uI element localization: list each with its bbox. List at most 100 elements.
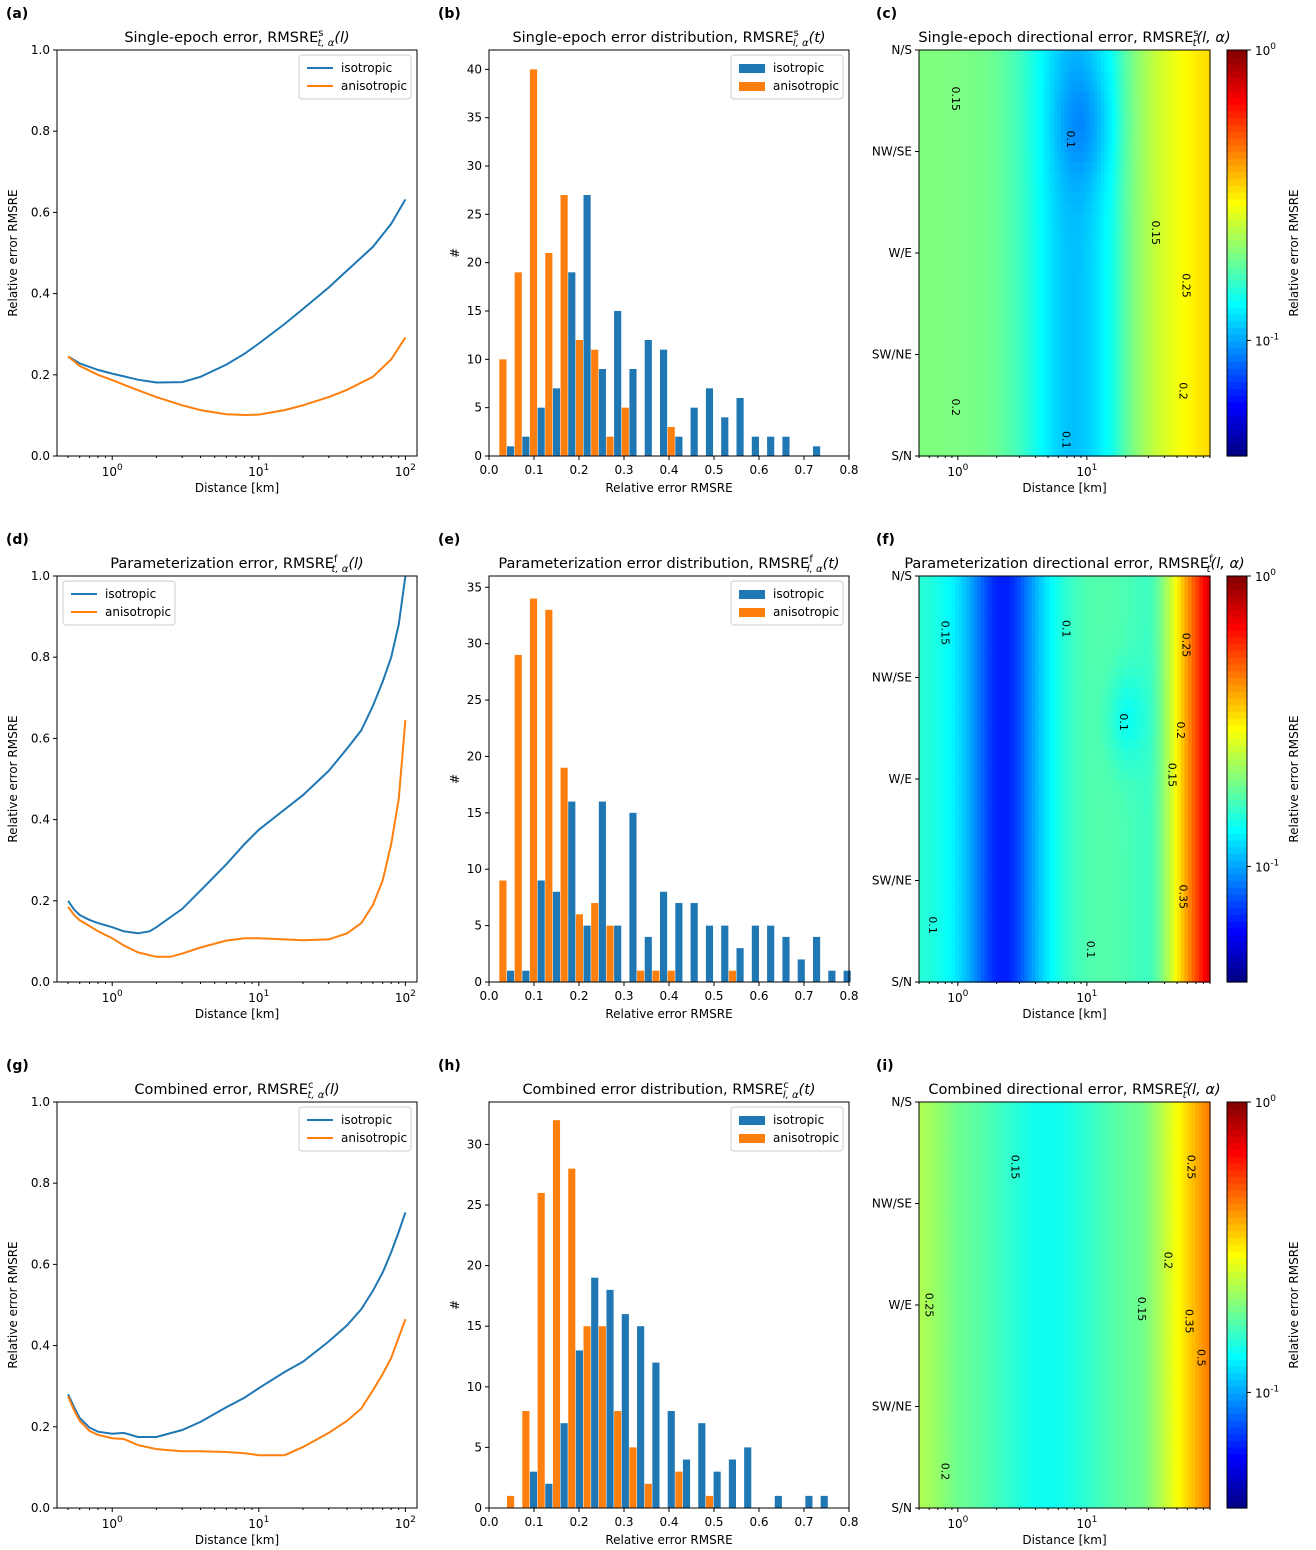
- colorbar-cell: [1227, 300, 1247, 308]
- heat-cell: [940, 921, 945, 932]
- heat-cell: [995, 900, 1000, 912]
- heat-cell: [959, 900, 964, 912]
- heat-cell: [977, 606, 982, 618]
- heat-cell: [1035, 657, 1040, 668]
- heat-cell: [973, 576, 978, 587]
- heat-cell: [999, 303, 1004, 315]
- heat-cell: [1097, 232, 1102, 244]
- heat-cell: [1202, 344, 1207, 356]
- heat-cell: [937, 415, 942, 427]
- heat-cell: [966, 405, 971, 417]
- heat-cell: [955, 313, 960, 325]
- heat-cell: [1155, 344, 1160, 356]
- heat-cell: [919, 941, 924, 953]
- heat-cell: [1031, 202, 1036, 214]
- heat-cell: [919, 100, 924, 112]
- heat-cell: [940, 131, 945, 142]
- heat-cell: [1002, 758, 1007, 770]
- heat-cell: [1068, 202, 1073, 214]
- heat-cell: [1188, 263, 1193, 274]
- heat-cell: [1177, 395, 1182, 406]
- heat-cell: [1097, 263, 1102, 274]
- heat-cell: [991, 890, 996, 902]
- heat-cell: [1071, 70, 1076, 82]
- heat-cell: [1086, 70, 1091, 82]
- heat-cell: [1100, 395, 1106, 406]
- heat-cell: [1195, 384, 1200, 396]
- heat-cell: [959, 50, 964, 61]
- heat-cell: [1064, 110, 1069, 122]
- heat-cell: [1115, 192, 1120, 203]
- heat-cell: [1031, 657, 1036, 668]
- heat-cell: [991, 789, 996, 800]
- heat-cell: [1028, 870, 1033, 882]
- heat-cell: [1035, 789, 1040, 800]
- heat-cell: [1090, 161, 1095, 173]
- heat-cell: [1144, 60, 1149, 71]
- heat-cell: [980, 303, 985, 315]
- heat-cell: [973, 911, 978, 922]
- heat-cell: [1002, 313, 1007, 325]
- heat-cell: [988, 921, 993, 932]
- heat-cell: [1137, 242, 1142, 254]
- heat-cell: [1020, 141, 1026, 153]
- heat-cell: [955, 971, 960, 983]
- heat-cell: [1184, 334, 1189, 345]
- heat-cell: [1020, 667, 1026, 679]
- heat-cell: [929, 334, 935, 345]
- x-tick-label: 0.7: [794, 989, 813, 1003]
- heat-cell: [973, 50, 978, 61]
- heat-cell: [1035, 728, 1040, 740]
- heat-cell: [984, 636, 989, 648]
- heat-cell: [940, 110, 945, 122]
- heat-cell: [959, 334, 964, 345]
- heat-cell: [1075, 445, 1080, 457]
- heat-cell: [919, 151, 924, 163]
- heat-cell: [1006, 90, 1011, 102]
- heat-cell: [1057, 364, 1062, 376]
- heat-cell: [1090, 263, 1095, 274]
- colorbar-cell: [1227, 361, 1247, 369]
- bar-anisotropic: [667, 970, 675, 982]
- heat-cell: [1090, 425, 1095, 437]
- heat-cell: [1093, 70, 1098, 82]
- heat-cell: [1039, 374, 1044, 386]
- heat-cell: [1060, 364, 1066, 376]
- heat-cell: [1086, 171, 1091, 183]
- heat-cell: [1115, 121, 1120, 132]
- heat-cell: [1199, 263, 1204, 274]
- heat-cell: [966, 687, 971, 699]
- heat-cell: [922, 961, 927, 973]
- heat-cell: [959, 697, 964, 709]
- heat-cell: [940, 829, 945, 841]
- heat-cell: [1122, 161, 1127, 173]
- heat-cell: [1195, 364, 1200, 376]
- heat-cell: [988, 890, 993, 902]
- heat-cell: [1028, 131, 1033, 142]
- heat-cell: [1075, 60, 1080, 71]
- heat-cell: [1199, 232, 1204, 244]
- heat-cell: [922, 303, 927, 315]
- heat-cell: [1177, 354, 1182, 366]
- heat-cell: [1031, 697, 1036, 709]
- heat-cell: [948, 809, 953, 821]
- heat-cell: [969, 951, 975, 963]
- heat-cell: [959, 768, 964, 780]
- heat-cell: [1122, 445, 1127, 457]
- y-tick-label: 20: [467, 256, 482, 270]
- heat-cell: [966, 870, 971, 882]
- heat-cell: [951, 839, 956, 851]
- heat-cell: [977, 779, 982, 790]
- heat-cell: [1009, 232, 1015, 244]
- heat-cell: [929, 445, 935, 457]
- heat-cell: [1042, 829, 1047, 841]
- heat-cell: [1173, 273, 1178, 285]
- heat-cell: [1151, 121, 1156, 132]
- heat-cell: [1035, 181, 1040, 193]
- heat-cell: [966, 636, 971, 648]
- heat-cell: [1119, 202, 1124, 214]
- heat-cell: [1024, 961, 1029, 973]
- y-tick-label: 5: [474, 919, 482, 933]
- heat-cell: [973, 324, 978, 335]
- heat-cell: [1028, 900, 1033, 912]
